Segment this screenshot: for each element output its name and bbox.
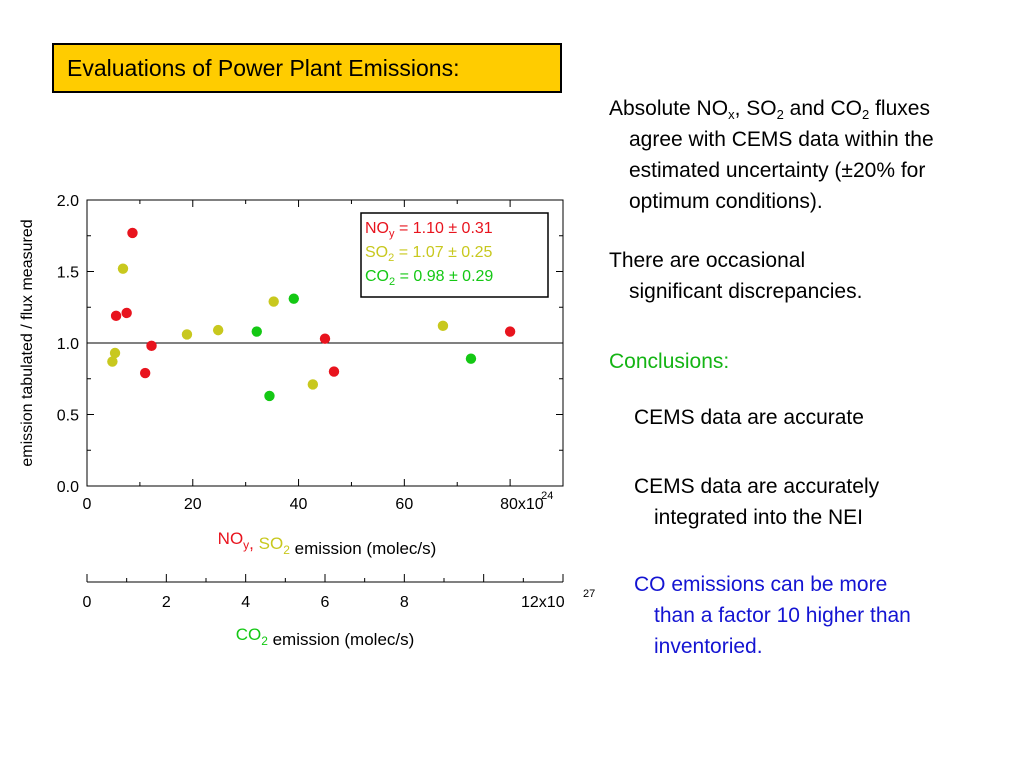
axis-label-part: SO bbox=[254, 534, 283, 553]
fluxes-paragraph: Absolute NOx, SO2 and CO2 fluxes agree w… bbox=[609, 93, 1019, 217]
data-point-so2 bbox=[437, 320, 449, 332]
axis-label-part: NO bbox=[218, 529, 244, 548]
y-tick-label: 1.0 bbox=[57, 336, 79, 353]
data-point-co2 bbox=[288, 293, 299, 304]
fluxes-line-4: optimum conditions). bbox=[629, 190, 823, 213]
legend-entry-part: CO bbox=[365, 268, 389, 285]
legend-entry: NOy = 1.10 ± 0.31 bbox=[365, 220, 493, 240]
discrepancies-paragraph: There are occasional significant discrep… bbox=[609, 245, 1019, 307]
data-point-co2 bbox=[465, 353, 477, 364]
data-point-noy bbox=[127, 227, 138, 239]
data-point-so2 bbox=[212, 324, 224, 336]
x-bottom-tick-label: 8 bbox=[400, 594, 409, 611]
x-bottom-tick-label: 4 bbox=[241, 594, 250, 611]
legend-entry-part: 2 bbox=[389, 276, 395, 288]
y-tick-label: 0.5 bbox=[57, 408, 79, 425]
fluxes-line-1: Absolute NOx, SO2 and CO2 fluxes bbox=[609, 97, 930, 122]
co-line-1: CO emissions can be more bbox=[634, 573, 888, 596]
slide-title: Evaluations of Power Plant Emissions: bbox=[52, 43, 562, 93]
legend-entry-part: SO bbox=[365, 244, 388, 261]
fluxes-line-2: agree with CEMS data within the bbox=[629, 128, 934, 151]
cems-accurate-text: CEMS data are accurate bbox=[634, 406, 864, 429]
axis-label-part: emission (molec/s) bbox=[290, 539, 436, 558]
y-tick-label: 0.0 bbox=[57, 479, 79, 496]
data-point-so2 bbox=[307, 379, 319, 390]
x-top-tick-label: 0 bbox=[83, 496, 92, 513]
x-top-tick-label: 60 bbox=[395, 496, 413, 513]
x-top-exponent: 24 bbox=[541, 490, 553, 502]
axis-label-part: 2 bbox=[283, 543, 290, 557]
data-point-noy bbox=[139, 367, 151, 379]
data-point-noy bbox=[319, 333, 331, 344]
axis-label-part: 2 bbox=[261, 634, 268, 648]
x-bottom-axis-label: CO2 emission (molec/s) bbox=[236, 625, 415, 649]
data-point-co2 bbox=[264, 390, 275, 402]
legend-entry-part: 2 bbox=[388, 252, 394, 264]
legend-entry: SO2 = 1.07 ± 0.25 bbox=[365, 244, 493, 264]
y-tick-label: 1.5 bbox=[57, 265, 79, 282]
data-point-so2 bbox=[117, 263, 129, 274]
legend-entry-part: y bbox=[389, 228, 395, 240]
legend-entry-part: = 1.07 ± 0.25 bbox=[394, 244, 492, 261]
x-top-tick-label: 20 bbox=[184, 496, 202, 513]
axis-label-part: CO bbox=[236, 625, 262, 644]
data-point-so2 bbox=[268, 296, 279, 307]
series-co2 bbox=[251, 293, 477, 402]
data-point-noy bbox=[110, 310, 122, 322]
legend-box bbox=[360, 212, 549, 298]
x-top-tick-label: 40 bbox=[290, 496, 308, 513]
legend-entry: CO2 = 0.98 ± 0.29 bbox=[365, 268, 493, 288]
co-line-3: inventoried. bbox=[654, 635, 763, 658]
co-emissions-paragraph: CO emissions can be more than a factor 1… bbox=[634, 569, 911, 662]
data-point-co2 bbox=[251, 326, 262, 337]
cems-integrated-line-1: CEMS data are accurately bbox=[634, 475, 880, 498]
fluxes-line-3: estimated uncertainty (±20% for bbox=[629, 159, 926, 182]
conclusions-heading: Conclusions: bbox=[609, 350, 730, 373]
axis-label-part: y bbox=[243, 538, 249, 552]
axis-label-part: , bbox=[249, 534, 254, 553]
x-bottom-tick-label: 12x10 bbox=[521, 594, 565, 611]
legend-entry-part: = 1.10 ± 0.31 bbox=[395, 220, 493, 237]
data-point-so2 bbox=[107, 356, 118, 367]
cems-integrated-line-2: integrated into the NEI bbox=[654, 506, 863, 529]
series-noy bbox=[110, 227, 516, 379]
series-so2 bbox=[107, 263, 449, 390]
axis-label-part: emission (molec/s) bbox=[268, 630, 414, 649]
x-bottom-exponent: 27 bbox=[583, 588, 595, 600]
data-point-noy bbox=[504, 326, 516, 337]
y-tick-label: 2.0 bbox=[57, 193, 79, 210]
x-bottom-tick-label: 0 bbox=[83, 594, 92, 611]
cems-integrated-paragraph: CEMS data are accurately integrated into… bbox=[634, 471, 879, 533]
discrepancies-line-2: significant discrepancies. bbox=[629, 280, 863, 303]
data-point-so2 bbox=[109, 347, 121, 359]
discrepancies-line-1: There are occasional bbox=[609, 249, 806, 272]
co-line-2: than a factor 10 higher than bbox=[654, 604, 911, 627]
x-top-tick-label: 80x10 bbox=[500, 496, 544, 513]
data-point-noy bbox=[146, 340, 157, 352]
data-point-so2 bbox=[181, 329, 193, 340]
y-axis-label: emission tabulated / flux measured bbox=[19, 219, 36, 466]
legend-entry-part: = 0.98 ± 0.29 bbox=[395, 268, 493, 285]
data-point-noy bbox=[121, 307, 132, 319]
x-bottom-tick-label: 6 bbox=[321, 594, 330, 611]
data-point-noy bbox=[328, 366, 340, 377]
x-top-axis-label: NOy, SO2 emission (molec/s) bbox=[218, 529, 437, 558]
x-bottom-tick-label: 2 bbox=[162, 594, 171, 611]
legend-entry-part: NO bbox=[365, 220, 389, 237]
